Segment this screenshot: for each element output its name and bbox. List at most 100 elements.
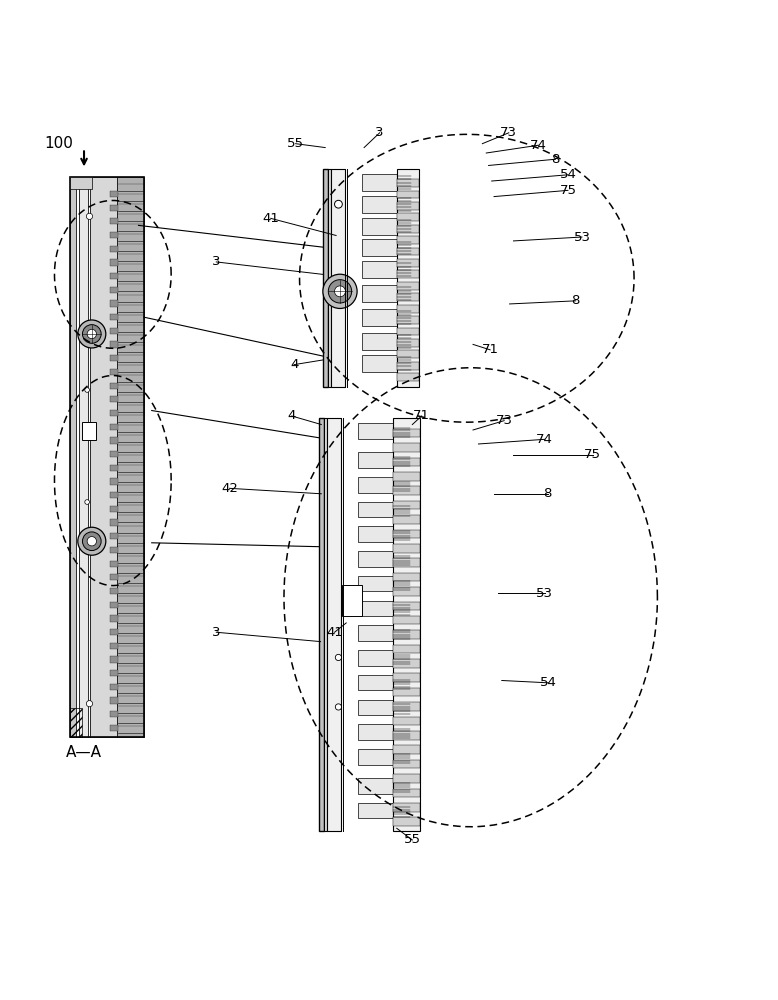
Bar (110, 643, 118, 649)
Bar (393, 717, 420, 725)
Bar (397, 305, 419, 313)
Text: 55: 55 (287, 137, 304, 150)
Bar (117, 177, 144, 737)
Bar (358, 601, 393, 616)
Bar (393, 630, 420, 639)
Text: 53: 53 (536, 587, 553, 600)
Bar (393, 429, 420, 437)
Text: 54: 54 (559, 168, 576, 181)
Bar (393, 702, 420, 711)
Circle shape (328, 280, 352, 303)
Text: 8: 8 (544, 487, 552, 500)
Bar (362, 285, 397, 302)
Bar (331, 169, 345, 387)
Bar (110, 561, 118, 567)
Bar (393, 760, 420, 768)
Bar (358, 452, 393, 468)
Bar (362, 355, 397, 372)
Circle shape (335, 286, 345, 297)
Bar (393, 443, 420, 452)
Text: 55: 55 (404, 833, 421, 846)
Bar (358, 749, 393, 765)
Circle shape (82, 325, 101, 343)
Bar (358, 724, 393, 740)
Text: 53: 53 (573, 231, 591, 244)
Bar (397, 339, 419, 347)
Text: 41: 41 (262, 212, 279, 225)
Bar (397, 316, 419, 324)
Bar (342, 585, 362, 616)
Bar (110, 218, 118, 224)
Bar (393, 789, 420, 797)
Bar (70, 177, 93, 189)
Bar (110, 300, 118, 307)
Bar (397, 362, 419, 370)
Bar (393, 688, 420, 696)
Bar (110, 519, 118, 526)
Circle shape (86, 701, 93, 707)
Bar (110, 424, 118, 430)
Bar (110, 711, 118, 717)
Bar (110, 396, 118, 402)
Bar (110, 369, 118, 375)
Bar (393, 602, 420, 610)
Bar (397, 328, 419, 335)
Bar (393, 645, 420, 653)
Bar (110, 328, 118, 334)
Bar (393, 803, 420, 812)
Bar (362, 261, 397, 278)
Bar (358, 477, 393, 493)
Text: 8: 8 (572, 294, 580, 307)
Bar (110, 314, 118, 320)
Text: 71: 71 (482, 343, 499, 356)
Text: 3: 3 (376, 126, 384, 139)
Text: 41: 41 (326, 626, 343, 639)
Bar (110, 205, 118, 211)
Bar (110, 437, 118, 444)
Bar (319, 418, 324, 831)
Bar (70, 177, 76, 737)
Bar (393, 544, 420, 553)
Bar (393, 458, 420, 466)
Bar (397, 191, 419, 198)
Bar (110, 191, 118, 197)
Text: 4: 4 (288, 409, 296, 422)
Bar (362, 239, 397, 256)
Bar (393, 515, 420, 524)
Bar (362, 174, 397, 191)
Circle shape (85, 500, 89, 504)
Bar (397, 293, 419, 301)
Circle shape (87, 537, 96, 546)
Circle shape (86, 213, 93, 219)
Bar (397, 179, 419, 187)
Bar (82, 422, 96, 440)
Bar (110, 697, 118, 704)
Text: 73: 73 (496, 414, 513, 427)
Bar (397, 350, 419, 358)
Text: 75: 75 (584, 448, 601, 461)
Bar (90, 177, 117, 737)
Bar (393, 472, 420, 481)
Text: 100: 100 (44, 136, 73, 151)
Bar (393, 774, 420, 783)
Circle shape (85, 388, 89, 392)
Bar (110, 451, 118, 457)
Bar (393, 418, 420, 831)
Bar (397, 248, 419, 255)
Bar (397, 270, 419, 278)
Text: 3: 3 (212, 255, 220, 268)
Bar (358, 551, 393, 567)
Bar (110, 725, 118, 731)
Bar (110, 410, 118, 416)
Bar (110, 478, 118, 485)
Bar (76, 177, 79, 737)
Bar (70, 708, 82, 737)
Text: A—A: A—A (66, 745, 102, 760)
Bar (393, 673, 420, 682)
Bar (358, 675, 393, 690)
Bar (397, 259, 419, 267)
Text: 71: 71 (413, 409, 430, 422)
Bar (110, 355, 118, 361)
Bar (362, 196, 397, 213)
Circle shape (87, 329, 96, 339)
